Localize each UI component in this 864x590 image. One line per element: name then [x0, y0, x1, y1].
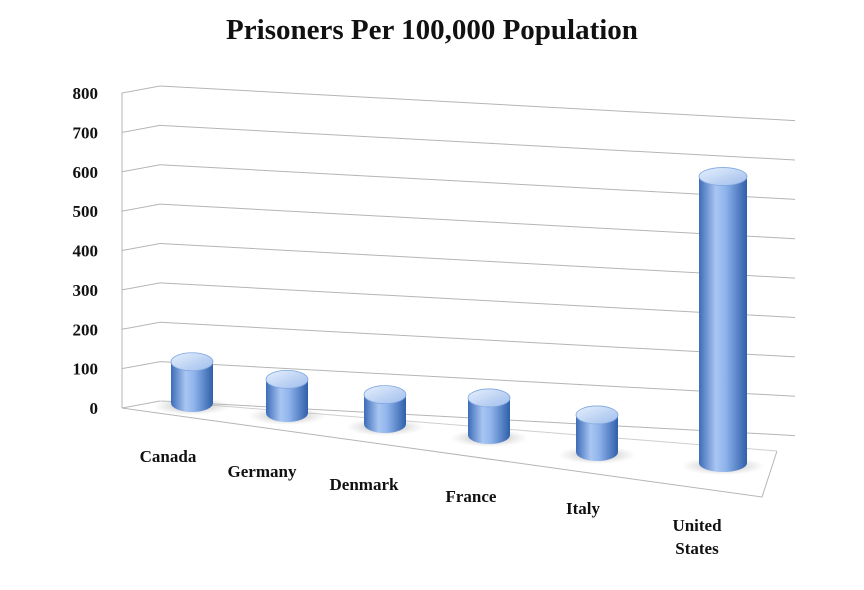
bar-france: [450, 388, 528, 447]
grid-layer: [121, 85, 796, 437]
y-tick-label: 400: [73, 242, 99, 261]
bar-top: [363, 385, 407, 404]
y-tick-label: 100: [73, 360, 99, 379]
bar-denmark: [346, 385, 424, 436]
gridline-side: [121, 124, 161, 133]
x-tick-label-line: Canada: [140, 447, 197, 466]
x-tick-label: France: [446, 487, 497, 506]
bar-top: [698, 167, 748, 186]
bar-top: [265, 369, 309, 389]
bar-body: [468, 397, 510, 444]
bar-top: [575, 405, 619, 425]
x-tick-label: Denmark: [330, 475, 399, 494]
gridline-side: [121, 282, 161, 291]
floor-edge: [121, 407, 778, 498]
bar-body: [576, 414, 618, 461]
y-tick-label: 500: [73, 202, 99, 221]
x-tick-label-line: France: [446, 487, 497, 506]
x-tick-label-line: United: [672, 516, 722, 535]
labels-layer: 0 100 200 300 400 500 600 700 800 Canada Germany De…: [73, 84, 723, 558]
y-tick-label: 300: [73, 281, 99, 300]
y-tick-label: 800: [73, 84, 99, 103]
chart-title: Prisoners Per 100,000 Population: [226, 14, 638, 46]
x-tick-label: Germany: [228, 462, 297, 481]
gridline: [159, 203, 796, 240]
gridline-side: [121, 85, 161, 94]
x-tick-label: Canada: [140, 447, 197, 466]
x-tick-label-line: Germany: [228, 462, 297, 481]
bar-canada: [153, 352, 231, 415]
gridline-side: [121, 400, 161, 409]
gridline: [159, 361, 796, 397]
bar-top: [170, 352, 214, 372]
gridline: [159, 321, 796, 358]
gridline-side: [121, 164, 161, 173]
bar-body: [266, 379, 308, 422]
bar-united-states: [681, 167, 765, 475]
bar-germany: [248, 369, 326, 425]
gridline-side: [121, 361, 161, 370]
x-tick-label-line: Italy: [566, 499, 601, 518]
bar-body: [171, 361, 213, 412]
gridline-side: [121, 321, 161, 330]
gridline: [159, 243, 796, 279]
x-tick-label-line: States: [675, 539, 719, 558]
y-tick-label: 0: [90, 399, 99, 418]
y-tick-label: 200: [73, 320, 99, 339]
gridline: [159, 164, 796, 200]
gridline: [159, 124, 796, 161]
gridline-side: [121, 203, 161, 212]
bar-top: [467, 388, 511, 408]
y-tick-label: 700: [73, 123, 99, 142]
x-tick-label: United States: [672, 516, 722, 558]
y-tick-label: 600: [73, 163, 99, 182]
gridline: [159, 282, 796, 318]
gridline: [159, 85, 796, 122]
bars-layer: [153, 167, 765, 475]
x-tick-label-line: Denmark: [330, 475, 399, 494]
gridline-side: [121, 243, 161, 251]
bar-body: [364, 394, 406, 433]
bar-body: [699, 176, 747, 472]
bar-italy: [558, 405, 636, 464]
x-tick-label: Italy: [566, 499, 601, 518]
